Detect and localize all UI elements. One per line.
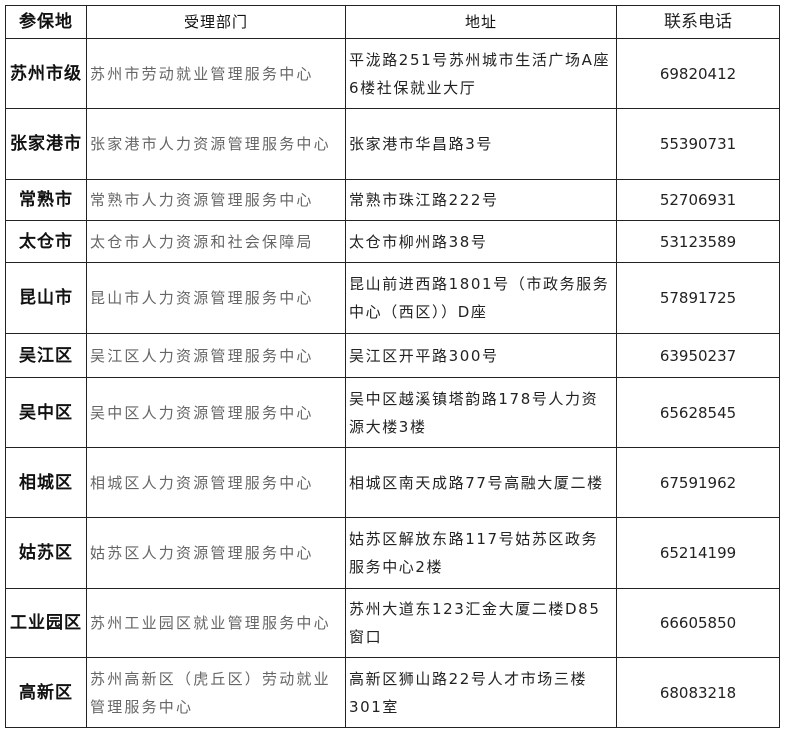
place-cell: 相城区 (5, 447, 87, 518)
dept-cell: 苏州工业园区就业管理服务中心 (86, 588, 346, 658)
phone-cell: 68083218 (616, 657, 780, 728)
table-row: 苏州市级 苏州市劳动就业管理服务中心 平泷路251号苏州城市生活广场A座6楼社保就业… (5, 38, 780, 109)
table-row: 工业园区 苏州工业园区就业管理服务中心 苏州大道东123汇金大厦二楼D85窗口 666… (5, 588, 780, 658)
address-cell: 苏州大道东123汇金大厦二楼D85窗口 (345, 588, 617, 658)
place-cell: 常熟市 (5, 179, 87, 221)
dept-cell: 吴中区人力资源管理服务中心 (86, 377, 346, 448)
place-cell: 吴江区 (5, 333, 87, 378)
table-row: 吴江区 吴江区人力资源管理服务中心 吴江区开平路300号 63950237 (5, 333, 780, 378)
phone-cell: 53123589 (616, 220, 780, 263)
dept-cell: 常熟市人力资源管理服务中心 (86, 179, 346, 221)
place-cell: 高新区 (5, 657, 87, 728)
address-cell: 平泷路251号苏州城市生活广场A座6楼社保就业大厅 (345, 38, 617, 109)
address-cell: 吴江区开平路300号 (345, 333, 617, 378)
address-cell: 张家港市华昌路3号 (345, 108, 617, 180)
place-cell: 吴中区 (5, 377, 87, 448)
place-cell: 姑苏区 (5, 517, 87, 589)
address-cell: 相城区南天成路77号高融大厦二楼 (345, 447, 617, 518)
phone-cell: 52706931 (616, 179, 780, 221)
table-row: 常熟市 常熟市人力资源管理服务中心 常熟市珠江路222号 52706931 (5, 179, 780, 221)
address-cell: 吴中区越溪镇塔韵路178号人力资源大楼3楼 (345, 377, 617, 448)
address-cell: 姑苏区解放东路117号姑苏区政务服务中心2楼 (345, 517, 617, 589)
phone-cell: 66605850 (616, 588, 780, 658)
dept-cell: 相城区人力资源管理服务中心 (86, 447, 346, 518)
table-row: 高新区 苏州高新区（虎丘区）劳动就业管理服务中心 高新区狮山路22号人才市场三楼30… (5, 657, 780, 728)
office-contact-table: 参保地 受理部门 地址 联系电话 苏州市级 苏州市劳动就业管理服务中心 平泷路251… (5, 5, 780, 728)
address-cell: 太仓市柳州路38号 (345, 220, 617, 263)
place-cell: 昆山市 (5, 262, 87, 334)
phone-cell: 69820412 (616, 38, 780, 109)
header-dept: 受理部门 (86, 5, 346, 39)
header-row: 参保地 受理部门 地址 联系电话 (5, 5, 780, 39)
dept-cell: 昆山市人力资源管理服务中心 (86, 262, 346, 334)
dept-cell: 太仓市人力资源和社会保障局 (86, 220, 346, 263)
dept-cell: 张家港市人力资源管理服务中心 (86, 108, 346, 180)
table-row: 太仓市 太仓市人力资源和社会保障局 太仓市柳州路38号 53123589 (5, 220, 780, 263)
place-cell: 工业园区 (5, 588, 87, 658)
dept-cell: 苏州高新区（虎丘区）劳动就业管理服务中心 (86, 657, 346, 728)
address-cell: 常熟市珠江路222号 (345, 179, 617, 221)
place-cell: 张家港市 (5, 108, 87, 180)
phone-cell: 65628545 (616, 377, 780, 448)
table-row: 相城区 相城区人力资源管理服务中心 相城区南天成路77号高融大厦二楼 67591962 (5, 447, 780, 518)
place-cell: 苏州市级 (5, 38, 87, 109)
phone-cell: 67591962 (616, 447, 780, 518)
phone-cell: 63950237 (616, 333, 780, 378)
table-row: 吴中区 吴中区人力资源管理服务中心 吴中区越溪镇塔韵路178号人力资源大楼3楼 656… (5, 377, 780, 448)
header-place: 参保地 (5, 5, 87, 39)
dept-cell: 姑苏区人力资源管理服务中心 (86, 517, 346, 589)
place-cell: 太仓市 (5, 220, 87, 263)
table-row: 张家港市 张家港市人力资源管理服务中心 张家港市华昌路3号 55390731 (5, 108, 780, 180)
address-cell: 昆山前进西路1801号（市政务服务中心（西区））D座 (345, 262, 617, 334)
phone-cell: 57891725 (616, 262, 780, 334)
header-phone: 联系电话 (616, 5, 780, 39)
header-address: 地址 (345, 5, 617, 39)
phone-cell: 55390731 (616, 108, 780, 180)
table-row: 昆山市 昆山市人力资源管理服务中心 昆山前进西路1801号（市政务服务中心（西区））… (5, 262, 780, 334)
address-cell: 高新区狮山路22号人才市场三楼301室 (345, 657, 617, 728)
dept-cell: 苏州市劳动就业管理服务中心 (86, 38, 346, 109)
dept-cell: 吴江区人力资源管理服务中心 (86, 333, 346, 378)
phone-cell: 65214199 (616, 517, 780, 589)
table-row: 姑苏区 姑苏区人力资源管理服务中心 姑苏区解放东路117号姑苏区政务服务中心2楼 65… (5, 517, 780, 589)
